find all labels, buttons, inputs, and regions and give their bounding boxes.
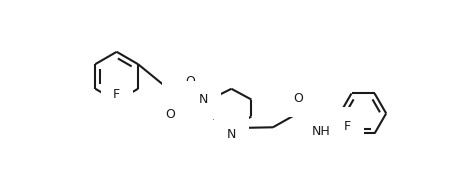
Text: S: S	[176, 91, 185, 105]
Text: O: O	[165, 108, 176, 121]
Text: N: N	[227, 128, 236, 142]
Text: NH: NH	[311, 125, 330, 138]
Text: O: O	[293, 92, 304, 105]
Text: N: N	[199, 93, 208, 106]
Text: F: F	[344, 120, 351, 133]
Text: F: F	[113, 88, 120, 101]
Text: O: O	[186, 75, 195, 88]
